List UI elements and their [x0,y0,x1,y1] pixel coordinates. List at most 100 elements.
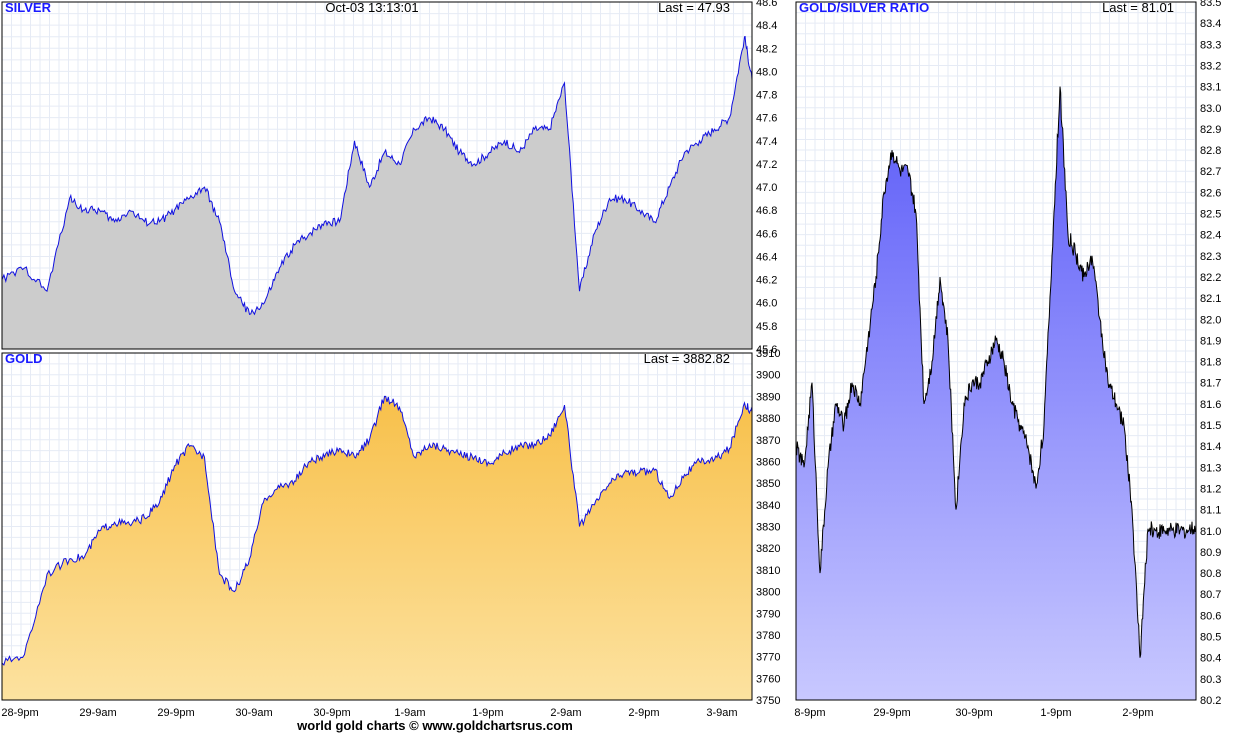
ratio-ytick-label: 80.3 [1200,674,1221,686]
gold-ytick-label: 3800 [756,587,780,599]
gold-ytick-label: 3780 [756,630,780,642]
gold-ytick-label: 3840 [756,500,780,512]
silver-plot-frame [1,1,753,350]
gold-ytick-label: 3850 [756,478,780,490]
ratio-ytick-label: 81.9 [1200,335,1221,347]
ratio-ytick-label: 82.5 [1200,209,1221,221]
silver-ytick-label: 46.0 [756,298,777,310]
gold-xtick-label: 2-9pm [628,707,659,719]
ratio-ytick-label: 82.2 [1200,272,1221,284]
ratio-ytick-label: 81.1 [1200,505,1221,517]
ratio-ytick-label: 83.1 [1200,82,1221,94]
ratio-ytick-label: 82.7 [1200,166,1221,178]
gold-xtick-label: 3-9am [706,707,737,719]
silver-ytick-label: 48.4 [756,20,777,32]
gold-xtick-label: 30-9am [235,707,272,719]
ratio-ytick-label: 83.4 [1200,18,1221,30]
silver-ytick-label: 48.2 [756,43,777,55]
ratio-ytick-label: 80.5 [1200,632,1221,644]
ratio-xtick-label: 1-9pm [1040,707,1071,719]
silver-title: SILVER [5,0,52,15]
ratio-ytick-label: 82.3 [1200,251,1221,263]
ratio-ytick-label: 80.2 [1200,695,1221,707]
ratio-ytick-label: 80.8 [1200,568,1221,580]
gold-plot-frame [1,352,753,701]
gold-ytick-label: 3860 [756,456,780,468]
gold-ytick-label: 3810 [756,565,780,577]
gold-xtick-label: 1-9am [394,707,425,719]
gold-ytick-label: 3750 [756,695,780,707]
silver-ytick-label: 46.2 [756,275,777,287]
frame-layer [1,1,1197,701]
gold-ytick-label: 3820 [756,543,780,555]
ratio-plot-frame [795,1,1197,701]
ratio-xtick-label: 30-9pm [955,707,992,719]
silver-ytick-label: 45.6 [756,344,777,356]
silver-ytick-label: 45.8 [756,321,777,333]
ratio-ytick-label: 80.6 [1200,610,1221,622]
gold-ytick-label: 3830 [756,522,780,534]
silver-last-label: Last = 47.93 [658,0,730,15]
ratio-ytick-label: 82.0 [1200,314,1221,326]
ratio-ytick-label: 81.0 [1200,526,1221,538]
gold-last-label: Last = 3882.82 [644,351,730,366]
ratio-ytick-label: 81.5 [1200,420,1221,432]
silver-ytick-label: 47.2 [756,159,777,171]
ratio-ytick-label: 82.4 [1200,230,1221,242]
silver-ytick-label: 47.6 [756,113,777,125]
ratio-last-label: Last = 81.01 [1102,0,1174,15]
ratio-ytick-label: 81.7 [1200,378,1221,390]
ratio-ytick-label: 80.4 [1200,653,1221,665]
silver-ytick-label: 46.8 [756,205,777,217]
gold-ytick-label: 3870 [756,435,780,447]
gold-ytick-label: 3760 [756,673,780,685]
gold-ytick-label: 3790 [756,608,780,620]
ratio-ytick-label: 80.9 [1200,547,1221,559]
ratio-ytick-label: 81.4 [1200,441,1221,453]
gold-title: GOLD [5,351,43,366]
silver-series-area [2,36,752,349]
ratio-ytick-label: 83.3 [1200,39,1221,51]
ratio-ytick-label: 82.9 [1200,124,1221,136]
gold-ytick-label: 3890 [756,391,780,403]
ratio-title: GOLD/SILVER RATIO [799,0,929,15]
gold-xtick-label: 1-9pm [472,707,503,719]
gold-ytick-label: 3880 [756,413,780,425]
ratio-series-area [796,86,1196,701]
ratio-ytick-label: 82.6 [1200,187,1221,199]
ratio-ytick-label: 83.5 [1200,0,1221,9]
gold-xtick-label: 29-9pm [157,707,194,719]
gold-xtick-label: 29-9am [79,707,116,719]
ratio-ytick-label: 81.6 [1200,399,1221,411]
footer-credit: world gold charts © www.goldchartsrus.co… [297,718,573,733]
ratio-ytick-label: 81.2 [1200,484,1221,496]
gold-xtick-label: 2-9am [550,707,581,719]
ratio-ytick-label: 80.7 [1200,589,1221,601]
text-layer: 45.6 45.8 46.0 46.2 46.4 46.6 46.8 47.0 47.2 47.4… [1,0,1221,719]
ratio-ytick-label: 81.3 [1200,462,1221,474]
gold-ytick-label: 3910 [756,348,780,360]
ratio-series-line [795,86,1197,658]
ratio-ytick-label: 82.1 [1200,293,1221,305]
area-layer [1,35,1197,701]
silver-series-line [1,35,753,316]
gold-series-area [2,396,752,700]
ratio-xtick-label: 2-9pm [1122,707,1153,719]
ratio-xtick-label: 8-9pm [794,707,825,719]
silver-ytick-label: 47.0 [756,182,777,194]
silver-ytick-label: 48.6 [756,0,777,9]
silver-ytick-label: 47.8 [756,90,777,102]
gold-ytick-label: 3900 [756,370,780,382]
gold-xtick-label: 28-9pm [1,707,38,719]
ratio-xtick-label: 29-9pm [873,707,910,719]
gold-xtick-label: 30-9pm [313,707,350,719]
ratio-ytick-label: 83.2 [1200,61,1221,73]
ratio-ytick-label: 81.8 [1200,357,1221,369]
silver-ytick-label: 46.4 [756,252,777,264]
gold-ytick-label: 3770 [756,652,780,664]
silver-ytick-label: 46.6 [756,228,777,240]
silver-ytick-label: 48.0 [756,66,777,78]
silver-ytick-label: 47.4 [756,136,777,148]
ratio-ytick-label: 82.8 [1200,145,1221,157]
